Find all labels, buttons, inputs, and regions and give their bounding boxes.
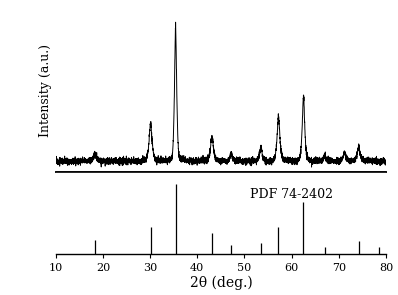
X-axis label: 2θ (deg.): 2θ (deg.)	[189, 276, 252, 290]
Y-axis label: Intensity (a.u.): Intensity (a.u.)	[39, 44, 52, 137]
Text: PDF 74-2402: PDF 74-2402	[250, 189, 333, 201]
